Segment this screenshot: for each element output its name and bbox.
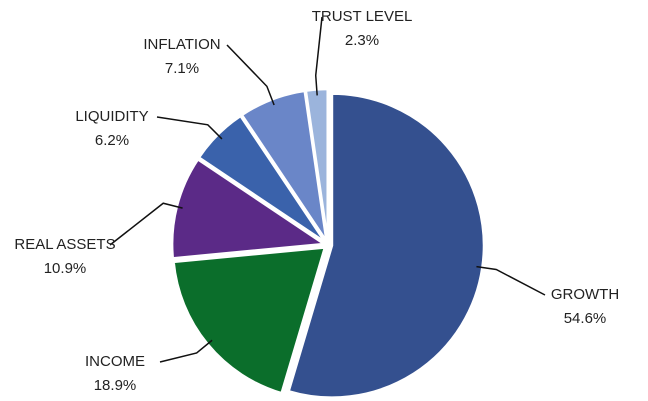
value-label: 10.9% xyxy=(44,260,87,277)
slice-label: INCOME xyxy=(85,353,145,370)
slice-label: TRUST LEVEL xyxy=(312,8,413,25)
leader-line xyxy=(476,265,546,296)
leader-line xyxy=(314,16,323,96)
leader-line xyxy=(156,116,223,140)
leader-line xyxy=(109,202,183,246)
value-label: 6.2% xyxy=(95,132,129,149)
value-label: 7.1% xyxy=(165,60,199,77)
slice-label: LIQUIDITY xyxy=(75,108,148,125)
slice-label: INFLATION xyxy=(143,36,220,53)
value-label: 18.9% xyxy=(94,377,137,394)
slice-label: REAL ASSETS xyxy=(14,236,115,253)
slice-label: GROWTH xyxy=(551,286,619,303)
value-label: 54.6% xyxy=(564,310,607,327)
leader-line xyxy=(226,44,275,106)
value-label: 2.3% xyxy=(345,32,379,49)
leader-line xyxy=(159,339,213,363)
